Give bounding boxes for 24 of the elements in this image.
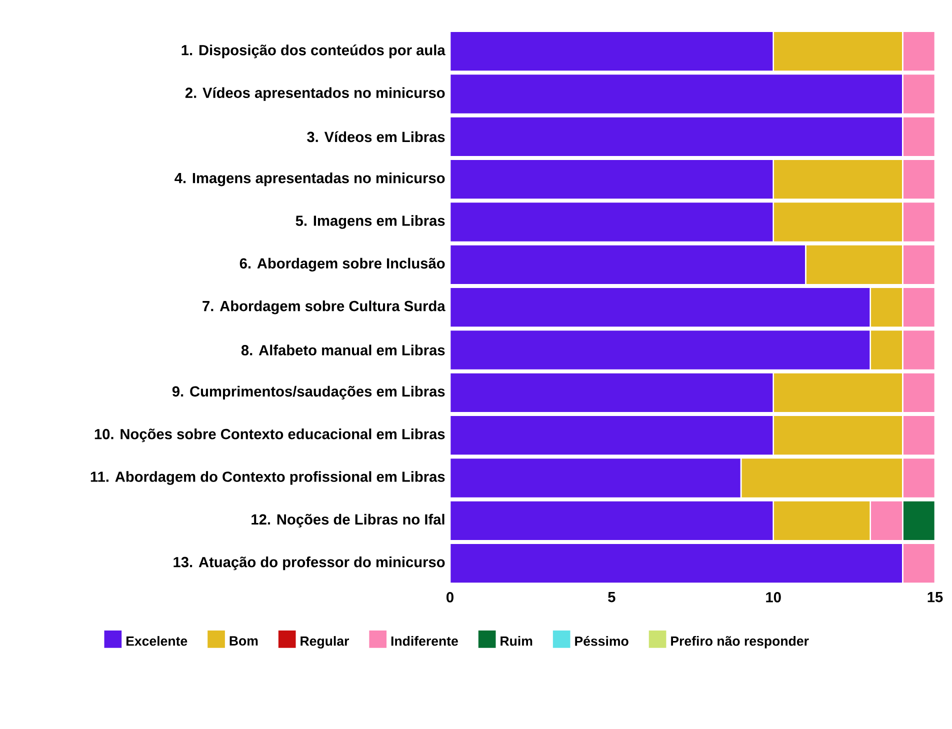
y-tick-label: 6. Abordagem sobre Inclusão bbox=[240, 258, 445, 272]
legend-label: Ruim bbox=[500, 636, 532, 646]
y-tick-label: 4. Imagens apresentadas no minicurso bbox=[174, 172, 445, 186]
y-tick-label: 2. Vídeos apresentados no minicurso bbox=[185, 87, 445, 101]
legend-label: Excelente bbox=[126, 636, 188, 646]
y-tick-label: 8. Alfabeto manual em Libras bbox=[241, 344, 445, 356]
y-tick-label: 3. Vídeos em Libras bbox=[307, 131, 445, 142]
x-tick-label: 10 bbox=[766, 592, 781, 602]
y-tick-label: 5. Imagens em Libras bbox=[296, 215, 445, 229]
x-tick-label: 15 bbox=[928, 592, 943, 602]
legend-label: Regular bbox=[300, 636, 350, 648]
y-tick-label: 11. Abordagem do Contexto profissional em Libras bbox=[90, 471, 445, 485]
legend-label: Prefiro não responder bbox=[671, 636, 809, 648]
y-tick-label: 10. Noções sobre Contexto educacional em Libras bbox=[94, 428, 445, 442]
y-tick-label: 1. Disposição dos conteúdos por aula bbox=[182, 44, 446, 58]
legend-label: Péssimo bbox=[575, 636, 628, 646]
y-tick-label: 12. Noções de Libras no Ifal bbox=[252, 514, 444, 528]
legend-label: Indiferente bbox=[391, 636, 458, 646]
x-tick-label: 0 bbox=[446, 592, 454, 602]
y-tick-label: 13. Atuação do professor do minicurso bbox=[174, 556, 445, 570]
legend-label: Bom bbox=[230, 636, 258, 646]
x-tick-label: 5 bbox=[608, 592, 616, 602]
y-tick-label: 7. Abordagem sobre Cultura Surda bbox=[202, 300, 446, 314]
y-tick-label: 9. Cumprimentos/saudações em Libras bbox=[172, 386, 445, 400]
